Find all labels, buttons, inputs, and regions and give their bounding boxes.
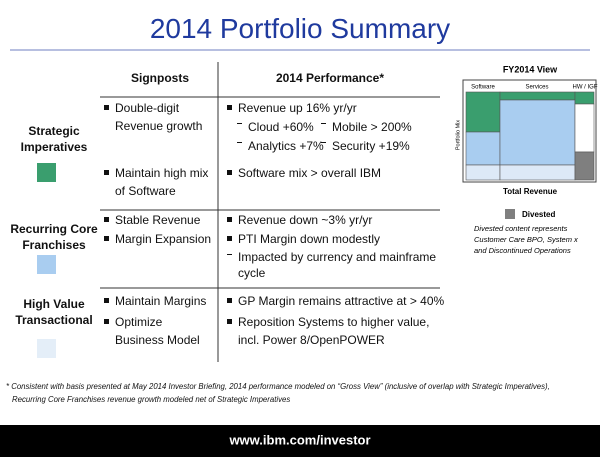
mix-block <box>574 91 595 105</box>
mix-block <box>465 91 501 133</box>
signpost: Maintain Margins <box>104 292 219 310</box>
detail: Mobile > 200% <box>321 118 442 136</box>
mix-column-label: Software <box>471 85 495 91</box>
mix-note: Customer Care BPO, System x <box>474 235 578 244</box>
row-swatch <box>37 255 56 274</box>
mix-note: Divested content represents <box>474 224 568 233</box>
performance: Revenue up 16% yr/yr <box>227 99 443 117</box>
legend-swatch <box>505 209 515 219</box>
slide-title: 2014 Portfolio Summary <box>149 13 451 44</box>
mix-block <box>499 91 576 101</box>
performance: Revenue down ~3% yr/yr <box>227 211 443 229</box>
mix-note: and Discontinued Operations <box>474 246 571 255</box>
footer-bar <box>0 425 600 457</box>
mix-block <box>574 151 595 181</box>
mix-title: FY2014 View <box>503 64 558 74</box>
column-header: Signposts <box>130 71 189 85</box>
mix-block <box>465 164 501 181</box>
performance: PTI Margin down modestly <box>227 230 443 248</box>
column-header: 2014 Performance* <box>275 71 385 85</box>
footnote: Recurring Core Franchises revenue growth… <box>12 395 291 404</box>
row-label: Recurring Core Franchises <box>10 222 98 252</box>
mix-column-label: HW / IGF <box>573 85 598 91</box>
performance: Software mix > overall IBM <box>227 164 443 182</box>
performance: Reposition Systems to higher value, incl… <box>227 313 443 349</box>
mix-blocks <box>465 91 595 181</box>
legend-label: Divested <box>522 210 555 219</box>
signpost: Double-digit Revenue growth <box>104 99 215 135</box>
signpost: Stable Revenue <box>104 211 219 229</box>
mix-block <box>574 103 595 153</box>
mix-column-label: Services <box>525 85 548 91</box>
row-label: Strategic Imperatives <box>20 124 88 154</box>
performance: GP Margin remains attractive at > 40% <box>227 292 448 310</box>
detail: Impacted by currency and mainframe cycle <box>227 249 438 281</box>
signpost: Maintain high mix of Software <box>104 164 219 200</box>
detail: Security +19% <box>321 137 442 155</box>
mix-block <box>499 99 576 166</box>
detail: Analytics +7% <box>237 137 338 155</box>
mix-block <box>499 164 576 181</box>
signpost: Optimize Business Model <box>104 313 203 349</box>
footer-url: www.ibm.com/investor <box>228 432 370 447</box>
mix-block <box>465 131 501 166</box>
signpost: Margin Expansion <box>104 230 219 248</box>
mix-x-label: Total Revenue <box>503 187 558 196</box>
footnote: * Consistent with basis presented at May… <box>6 382 550 391</box>
detail: Cloud +60% <box>237 118 338 136</box>
row-swatch <box>37 339 56 358</box>
mix-y-label: Portfolio Mix <box>455 120 461 151</box>
row-label: High Value Transactional <box>15 297 93 327</box>
row-swatch <box>37 163 56 182</box>
